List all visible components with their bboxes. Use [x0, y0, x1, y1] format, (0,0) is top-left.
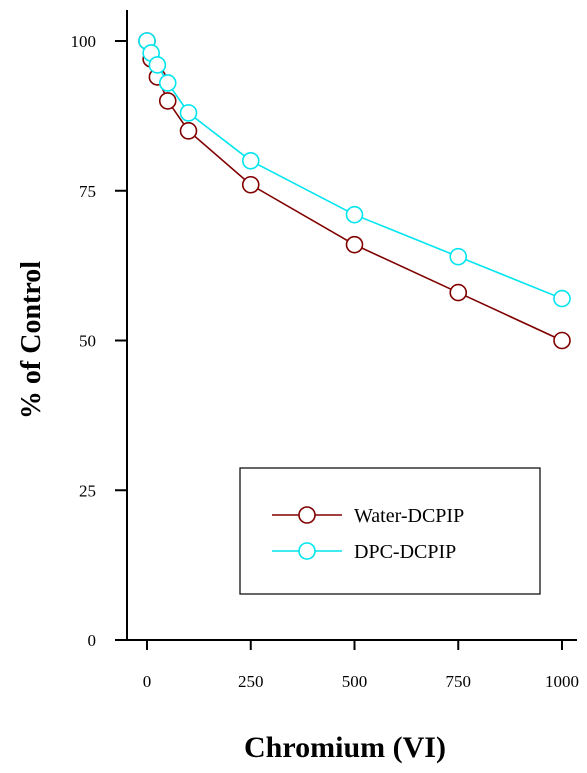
- legend-marker-dpc-dcpip: [298, 542, 316, 560]
- series-dpc-dcpip: [138, 32, 571, 308]
- y-tick-label: 25: [79, 481, 96, 500]
- legend-marker-water-dcpip: [298, 506, 316, 524]
- axes: [126, 10, 577, 641]
- data-point-dpc-dcpip: [179, 104, 198, 122]
- x-tick-label: 0: [143, 672, 152, 691]
- legend-label-water-dcpip: Water-DCPIP: [354, 505, 464, 527]
- y-tick-label: 0: [88, 631, 97, 650]
- y-tick-label: 100: [71, 32, 97, 51]
- legend-box: [239, 467, 541, 595]
- series-layer: [138, 32, 571, 350]
- y-tick-label: 75: [79, 182, 96, 201]
- legend: Water-DCPIP DPC-DCPIP: [239, 467, 541, 595]
- x-tick-label: 250: [238, 672, 264, 691]
- series-line-dpc-dcpip: [146, 40, 563, 300]
- series-water-dcpip: [138, 32, 571, 350]
- data-point-dpc-dcpip: [449, 247, 468, 266]
- legend-item-water-dcpip: Water-DCPIP: [272, 505, 464, 527]
- data-point-water-dcpip: [179, 122, 198, 140]
- data-point-water-dcpip: [449, 283, 468, 302]
- legend-item-dpc-dcpip: DPC-DCPIP: [272, 541, 456, 563]
- y-tick-label: 50: [79, 332, 96, 351]
- data-point-dpc-dcpip: [241, 152, 260, 170]
- x-tick-label: 750: [446, 672, 472, 691]
- data-point-water-dcpip: [345, 235, 364, 254]
- legend-label-dpc-dcpip: DPC-DCPIP: [354, 541, 456, 563]
- x-axis-title: Chromium (VI): [244, 731, 446, 764]
- y-ticks: 0 25 50 75 100: [71, 32, 127, 650]
- data-point-dpc-dcpip: [158, 74, 177, 92]
- data-point-water-dcpip: [241, 175, 260, 194]
- data-point-water-dcpip: [553, 331, 571, 350]
- y-axis-title: % of Control: [16, 261, 47, 419]
- data-point-water-dcpip: [158, 92, 177, 110]
- data-point-dpc-dcpip: [148, 56, 167, 74]
- series-line-water-dcpip: [146, 40, 563, 342]
- x-ticks: 0 250 500 750 1000: [143, 640, 579, 691]
- x-tick-label: 500: [342, 672, 368, 691]
- x-tick-label: 1000: [545, 672, 579, 691]
- data-point-dpc-dcpip: [345, 205, 364, 224]
- data-point-dpc-dcpip: [553, 289, 571, 308]
